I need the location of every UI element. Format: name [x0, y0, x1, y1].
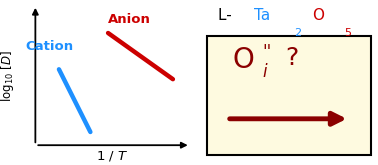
FancyBboxPatch shape	[208, 36, 371, 155]
Text: L-: L-	[218, 8, 237, 23]
Text: 1 / $T$: 1 / $T$	[96, 149, 128, 163]
Text: 2: 2	[294, 28, 302, 38]
Text: ?: ?	[285, 46, 299, 70]
Text: O: O	[232, 46, 254, 74]
Text: Cation: Cation	[26, 40, 74, 53]
Text: 5: 5	[344, 28, 351, 38]
Text: '': ''	[262, 43, 272, 61]
Text: log$_{10}$ [$D$]: log$_{10}$ [$D$]	[0, 50, 16, 102]
Text: Anion: Anion	[108, 13, 151, 26]
Text: O: O	[312, 8, 324, 23]
Text: Ta: Ta	[254, 8, 270, 23]
Text: i: i	[262, 63, 267, 81]
